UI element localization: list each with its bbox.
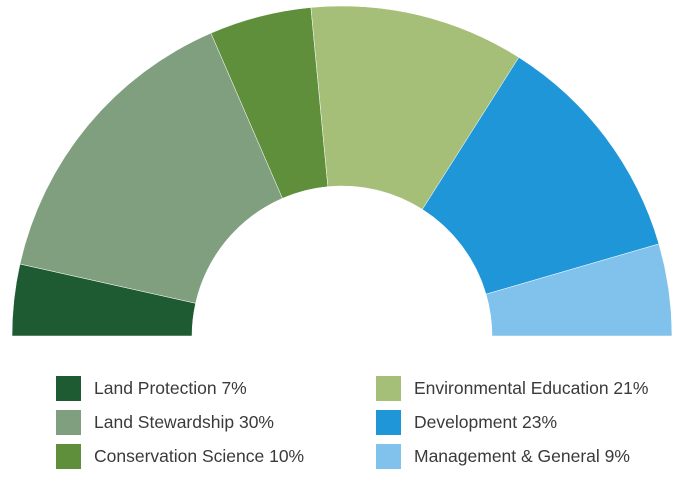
slice-land-stewardship	[19, 32, 283, 304]
legend-item-management-general: Management & General 9%	[376, 442, 630, 470]
half-donut-chart	[11, 5, 673, 337]
legend-item-environmental-education: Environmental Education 21%	[376, 374, 648, 402]
chart-svg	[11, 5, 673, 337]
slice-management-general	[485, 243, 673, 337]
legend-label-conservation-science: Conservation Science 10%	[94, 445, 305, 466]
legend-swatch-management-general	[376, 443, 401, 469]
slice-environmental-education	[310, 5, 520, 210]
legend-label-land-protection: Land Protection 7%	[94, 377, 247, 398]
chart-legend: Land Protection 7% Land Stewardship 30% …	[56, 374, 690, 474]
legend-swatch-land-protection	[56, 375, 81, 401]
legend-swatch-conservation-science	[56, 443, 81, 469]
slice-development	[422, 57, 660, 295]
legend-label-management-general: Management & General 9%	[414, 445, 630, 466]
legend-swatch-land-stewardship	[56, 409, 81, 435]
legend-label-development: Development 23%	[414, 411, 557, 432]
legend-item-development: Development 23%	[376, 408, 557, 436]
legend-label-environmental-education: Environmental Education 21%	[414, 377, 649, 398]
legend-label-land-stewardship: Land Stewardship 30%	[94, 411, 274, 432]
legend-swatch-development	[376, 409, 401, 435]
legend-swatch-environmental-education	[376, 375, 401, 401]
legend-item-land-protection: Land Protection 7%	[56, 374, 247, 402]
legend-item-land-stewardship: Land Stewardship 30%	[56, 408, 274, 436]
legend-item-conservation-science: Conservation Science 10%	[56, 442, 304, 470]
